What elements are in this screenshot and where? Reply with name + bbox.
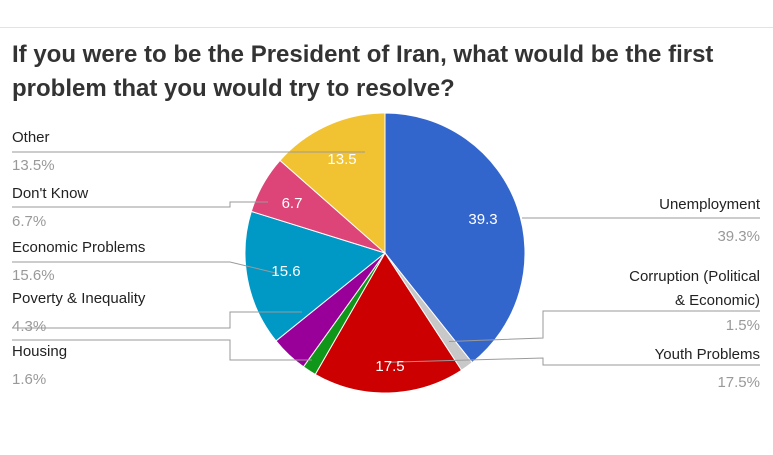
leader-line-economic-problems	[12, 261, 278, 274]
label-youth-problems: Youth Problems	[655, 346, 760, 363]
leader-lines	[12, 151, 760, 366]
slice-value-economic-problems: 15.6	[271, 263, 300, 280]
slice-value-other: 13.5	[327, 151, 356, 168]
pie-slice-economic-problems	[244, 210, 387, 342]
leader-line-corruption-political-economic	[448, 310, 760, 342]
side-labels: Unemployment 39.3% Corruption (Political & …	[12, 129, 761, 391]
pct-youth-problems: 17.5%	[717, 374, 760, 391]
label-other: Other	[12, 129, 50, 146]
pie-slice-youth-problems	[314, 252, 463, 394]
pie-slice-unemployment	[384, 112, 526, 364]
pct-housing: 1.6%	[12, 371, 46, 388]
slice-value-don-t-know: 6.7	[282, 195, 303, 212]
slice-value-youth-problems: 17.5	[375, 358, 404, 375]
pct-corruption-political-economic: 1.5%	[726, 317, 760, 334]
chart-title: If you were to be the President of Iran,…	[12, 41, 714, 102]
label-unemployment: Unemployment	[659, 196, 761, 213]
pct-unemployment: 39.3%	[717, 228, 760, 245]
label-economic-problems: Economic Problems	[12, 239, 145, 256]
label-housing: Housing	[12, 343, 67, 360]
leader-line-poverty-inequality	[12, 311, 302, 329]
label-corruption-political-economic: Corruption (Political & Economic)	[629, 268, 760, 309]
label-poverty-inequality: Poverty & Inequality	[12, 290, 146, 307]
pct-other: 13.5%	[12, 157, 55, 174]
top-divider	[0, 27, 773, 28]
pie-slices	[244, 112, 526, 394]
slice-value-unemployment: 39.3	[468, 211, 497, 228]
leader-line-don-t-know	[12, 201, 268, 208]
pct-don-t-know: 6.7%	[12, 213, 46, 230]
label-don-t-know: Don't Know	[12, 185, 88, 202]
slice-labels: 39.3 17.5 15.6 6.7 13.5	[271, 151, 497, 375]
pie-slice-other	[279, 112, 386, 255]
pct-economic-problems: 15.6%	[12, 267, 55, 284]
leader-line-housing	[12, 339, 312, 361]
leader-line-youth-problems	[388, 357, 760, 366]
pct-poverty-inequality: 4.3%	[12, 318, 46, 335]
